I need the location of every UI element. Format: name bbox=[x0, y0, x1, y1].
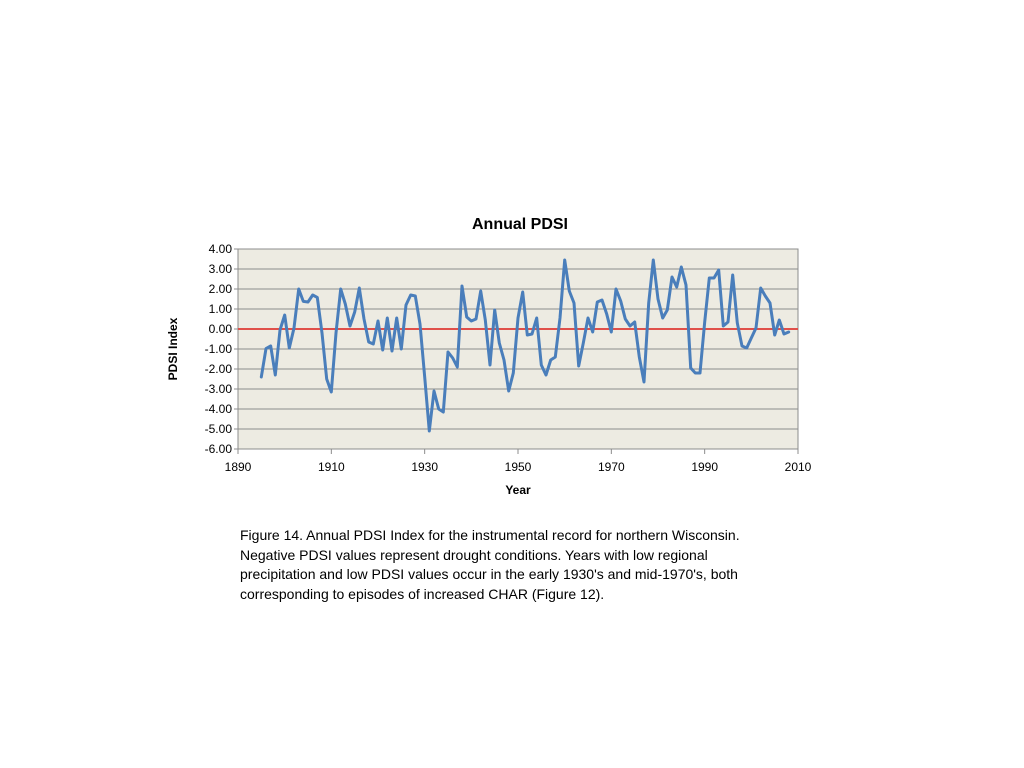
x-axis-label: Year bbox=[505, 483, 531, 497]
caption-line: corresponding to episodes of increased C… bbox=[240, 585, 605, 602]
caption-line: Negative PDSI values represent drought c… bbox=[240, 546, 708, 563]
y-tick-label: 0.00 bbox=[209, 322, 233, 336]
x-tick-label: 1990 bbox=[691, 460, 718, 474]
y-tick-label: -3.00 bbox=[205, 382, 233, 396]
chart-title: Annual PDSI bbox=[472, 216, 568, 233]
x-tick-label: 1910 bbox=[318, 460, 345, 474]
figure-caption: Figure 14. Annual PDSI Index for the ins… bbox=[240, 526, 800, 604]
x-tick-label: 1930 bbox=[411, 460, 438, 474]
x-tick-label: 1950 bbox=[505, 460, 532, 474]
y-tick-label: -6.00 bbox=[205, 442, 233, 456]
y-axis-ticks: -6.00 -5.00 -4.00 -3.00 -2.00 -1.00 0.00 1.00 2.… bbox=[205, 242, 238, 456]
x-axis-ticks: 1890 1910 1930 1950 1970 1990 2010 bbox=[225, 449, 812, 474]
y-tick-label: -1.00 bbox=[205, 342, 233, 356]
y-tick-label: 3.00 bbox=[209, 262, 233, 276]
pdsi-line-chart: Annual PDSI -6.00 -5.00 -4.00 -3.00 -2.00 -1.… bbox=[166, 216, 812, 497]
y-tick-label: 4.00 bbox=[209, 242, 233, 256]
pdsi-series-line bbox=[259, 258, 791, 433]
x-tick-label: 1970 bbox=[598, 460, 625, 474]
y-tick-label: -5.00 bbox=[205, 422, 233, 436]
x-tick-label: 1890 bbox=[225, 460, 252, 474]
x-tick-label: 2010 bbox=[785, 460, 812, 474]
y-tick-label: -2.00 bbox=[205, 362, 233, 376]
y-axis-label: PDSI Index bbox=[166, 317, 180, 380]
series-group bbox=[259, 258, 791, 433]
y-tick-label: 2.00 bbox=[209, 282, 233, 296]
y-tick-label: 1.00 bbox=[209, 302, 233, 316]
caption-line: precipitation and low PDSI values occur … bbox=[240, 566, 738, 582]
y-tick-label: -4.00 bbox=[205, 402, 233, 416]
caption-line: Figure 14. Annual PDSI Index for the ins… bbox=[240, 527, 740, 543]
